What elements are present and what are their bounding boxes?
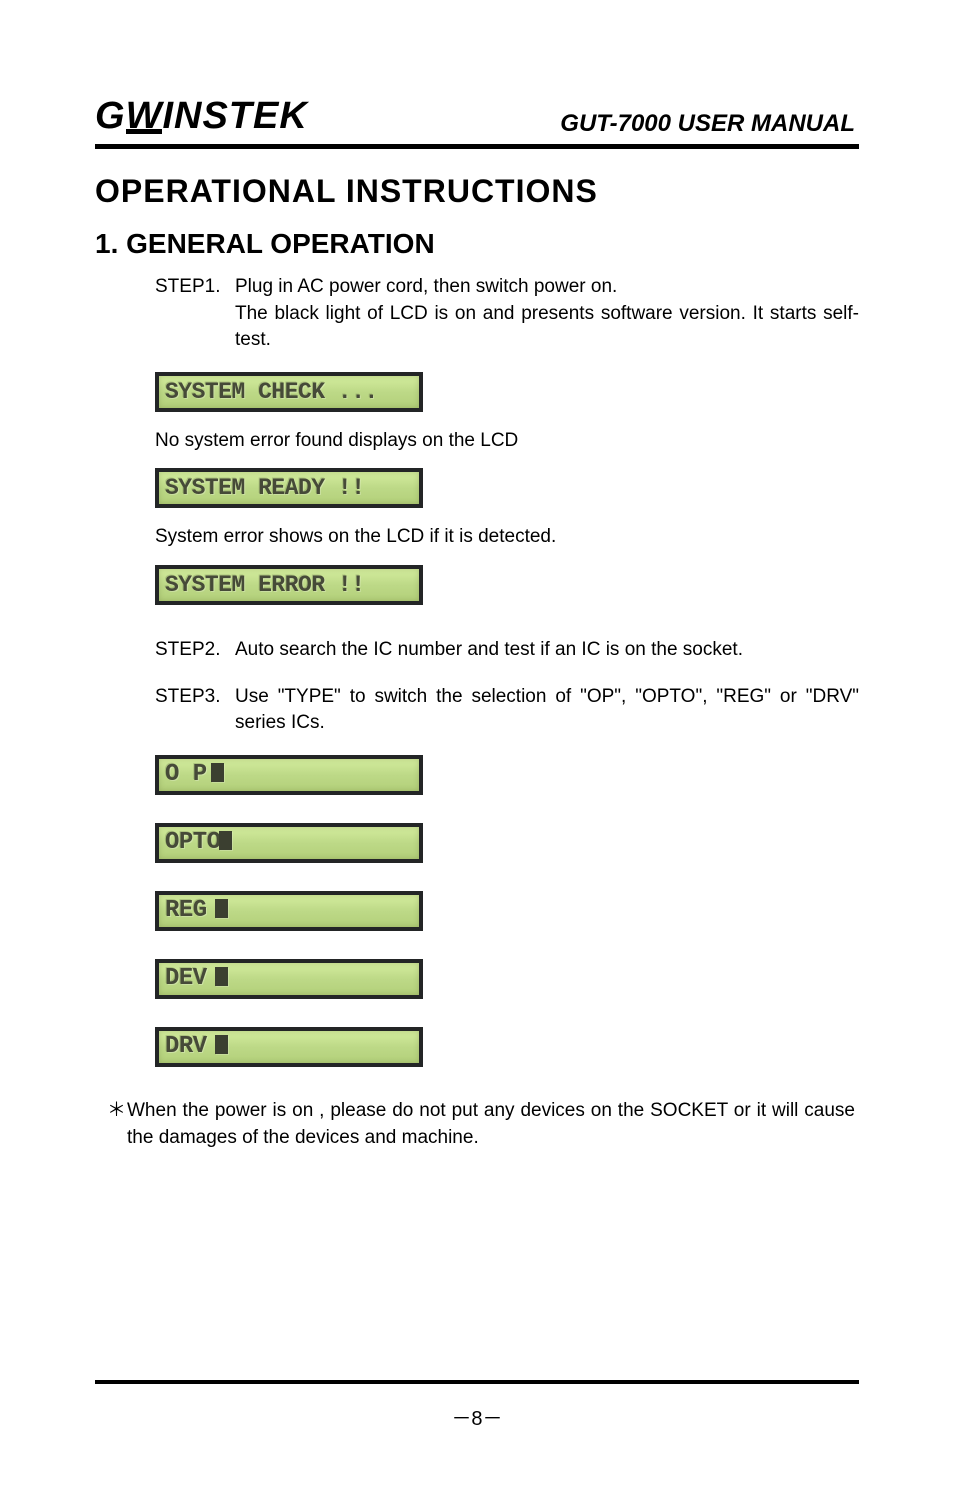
after-ready-text: System error shows on the LCD if it is d… <box>155 524 859 551</box>
step2-label: STEP2. <box>155 637 235 664</box>
lcd-drv-text: DRV <box>165 1033 207 1060</box>
step1-text: Plug in AC power cord, then switch power… <box>235 274 859 354</box>
brand-g: G <box>95 95 126 137</box>
lcd-drv: DRV <box>155 1027 423 1067</box>
footer-rule <box>95 1380 859 1384</box>
cursor-icon <box>219 831 232 850</box>
footnote-text: When the power is on , please do not put… <box>127 1097 855 1152</box>
header-row: GWINSTEK GUT-7000 USER MANUAL <box>95 95 859 138</box>
brand-w-underline: W <box>126 95 163 138</box>
spacer <box>95 607 859 637</box>
step3-label: STEP3. <box>155 684 235 737</box>
step2-text: Auto search the IC number and test if an… <box>235 637 859 664</box>
cursor-icon <box>215 899 228 918</box>
spacer <box>95 676 859 684</box>
lcd-op-text: O P <box>165 761 207 788</box>
page-number: －8－ <box>95 1402 859 1431</box>
cursor-icon <box>215 1035 228 1054</box>
lcd-reg: REG <box>155 891 423 931</box>
lcd-system-ready-text: SYSTEM READY !! <box>165 475 365 501</box>
lcd-dev: DEV <box>155 959 423 999</box>
section-heading: OPERATIONAL INSTRUCTIONS <box>95 173 859 210</box>
footnote-mark: ＊ <box>107 1097 127 1152</box>
step3: STEP3. Use "TYPE" to switch the selectio… <box>155 684 859 737</box>
lcd-system-check-text: SYSTEM CHECK ... <box>165 379 378 405</box>
lcd-system-ready: SYSTEM READY !! <box>155 468 423 508</box>
lcd-dev-text: DEV <box>165 965 207 992</box>
lcd-opto-text: OPTO <box>165 829 221 856</box>
lcd-type-group: O P OPTO REG DEV DRV <box>95 749 859 1069</box>
footnote: ＊ When the power is on , please do not p… <box>95 1097 859 1152</box>
step1: STEP1. Plug in AC power cord, then switc… <box>155 274 859 354</box>
step3-text: Use "TYPE" to switch the selection of "O… <box>235 684 859 737</box>
cursor-icon <box>215 967 228 986</box>
subsection-heading: 1. GENERAL OPERATION <box>95 228 859 260</box>
manual-title: GUT-7000 USER MANUAL <box>560 110 859 138</box>
lcd-system-error-text: SYSTEM ERROR !! <box>165 572 365 598</box>
footer: －8－ <box>95 1380 859 1431</box>
step1-line1: Plug in AC power cord, then switch power… <box>235 276 617 297</box>
step1-line2: The black light of LCD is on and present… <box>235 303 859 351</box>
lcd-opto: OPTO <box>155 823 423 863</box>
step2: STEP2. Auto search the IC number and tes… <box>155 637 859 664</box>
lcd-system-check: SYSTEM CHECK ... <box>155 372 423 412</box>
header-rule <box>95 144 859 149</box>
brand-rest: INSTEK <box>162 95 307 137</box>
brand-logo: GWINSTEK <box>95 95 308 138</box>
lcd-reg-text: REG <box>165 897 207 924</box>
lcd-op: O P <box>155 755 423 795</box>
cursor-icon <box>211 763 224 782</box>
step1-label: STEP1. <box>155 274 235 354</box>
lcd-system-error: SYSTEM ERROR !! <box>155 565 423 605</box>
after-check-text: No system error found displays on the LC… <box>155 428 859 455</box>
